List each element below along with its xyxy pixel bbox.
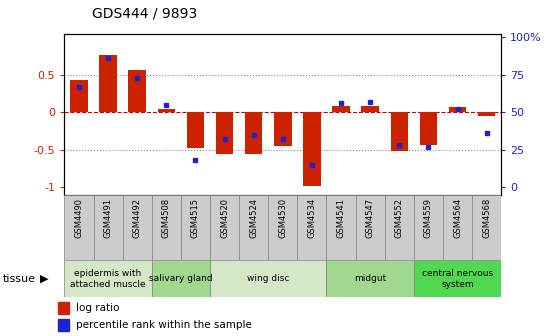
Bar — [152, 260, 210, 297]
Text: GSM4534: GSM4534 — [307, 198, 316, 238]
Bar — [274, 112, 292, 146]
Text: GSM4541: GSM4541 — [337, 198, 346, 238]
Text: GSM4492: GSM4492 — [133, 198, 142, 238]
Bar — [297, 195, 326, 260]
Bar — [478, 112, 496, 116]
Bar — [472, 195, 501, 260]
Bar — [419, 112, 437, 144]
Text: GSM4547: GSM4547 — [366, 198, 375, 238]
Text: GSM4520: GSM4520 — [220, 198, 229, 238]
Text: GSM4559: GSM4559 — [424, 198, 433, 238]
Bar — [449, 107, 466, 112]
Text: GDS444 / 9893: GDS444 / 9893 — [92, 6, 198, 20]
Bar — [385, 195, 414, 260]
Text: midgut: midgut — [354, 275, 386, 283]
Text: GSM4524: GSM4524 — [249, 198, 258, 238]
Bar — [210, 195, 239, 260]
Text: GSM4564: GSM4564 — [453, 198, 462, 238]
Bar — [239, 195, 268, 260]
Bar — [361, 106, 379, 112]
Text: salivary gland: salivary gland — [149, 275, 213, 283]
Bar — [414, 195, 443, 260]
Bar — [216, 112, 234, 154]
Text: GSM4491: GSM4491 — [104, 198, 113, 238]
Text: central nervous
system: central nervous system — [422, 269, 493, 289]
Bar — [64, 260, 152, 297]
Bar — [303, 112, 321, 186]
Bar — [245, 112, 263, 154]
Bar — [186, 112, 204, 149]
Bar — [94, 195, 123, 260]
Bar — [332, 107, 350, 112]
Text: GSM4490: GSM4490 — [74, 198, 83, 238]
Bar — [58, 302, 69, 314]
Text: GSM4568: GSM4568 — [482, 198, 491, 239]
Bar — [58, 319, 69, 331]
Bar — [157, 109, 175, 112]
Bar — [70, 80, 88, 112]
Text: ▶: ▶ — [40, 274, 49, 284]
Bar — [356, 195, 385, 260]
Text: percentile rank within the sample: percentile rank within the sample — [76, 320, 251, 330]
Text: epidermis with
attached muscle: epidermis with attached muscle — [70, 269, 146, 289]
Bar — [99, 55, 117, 112]
Text: GSM4530: GSM4530 — [278, 198, 287, 238]
Bar — [326, 195, 356, 260]
Bar — [152, 195, 181, 260]
Text: tissue: tissue — [3, 274, 36, 284]
Text: log ratio: log ratio — [76, 303, 119, 313]
Bar — [128, 70, 146, 112]
Bar — [210, 260, 326, 297]
Text: GSM4508: GSM4508 — [162, 198, 171, 238]
Bar — [268, 195, 297, 260]
Text: GSM4552: GSM4552 — [395, 198, 404, 238]
Bar — [414, 260, 501, 297]
Text: wing disc: wing disc — [247, 275, 290, 283]
Bar — [181, 195, 210, 260]
Text: GSM4515: GSM4515 — [191, 198, 200, 238]
Bar — [443, 195, 472, 260]
Bar — [123, 195, 152, 260]
Bar — [390, 112, 408, 152]
Bar — [326, 260, 414, 297]
Bar — [64, 195, 94, 260]
